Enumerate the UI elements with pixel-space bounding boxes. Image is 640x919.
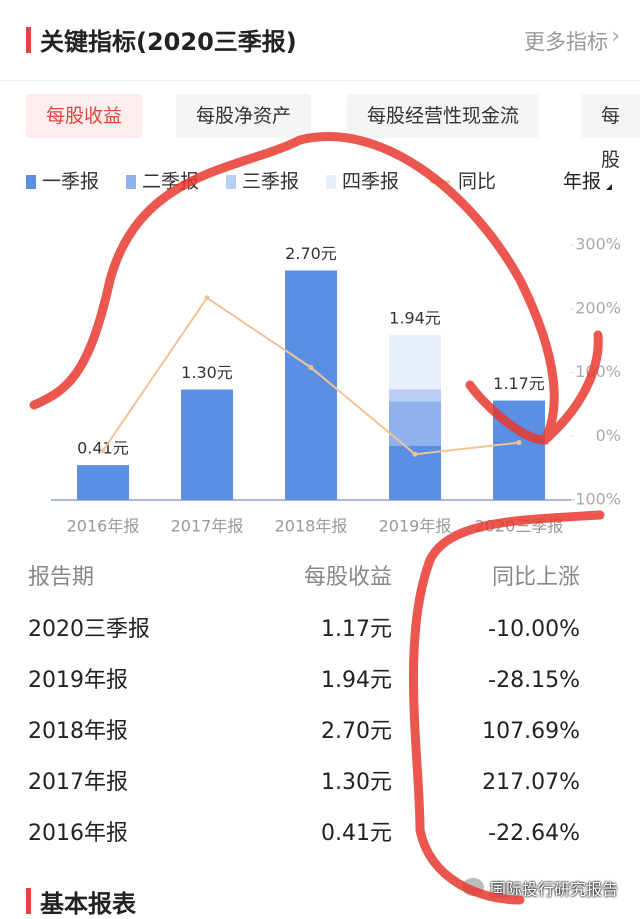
table-cell: -28.15% — [488, 668, 580, 693]
legend-label: 四季报 — [342, 171, 399, 193]
section-title: 基本报表 — [40, 890, 136, 918]
x-tick-label: 2019年报 — [379, 517, 452, 536]
table-cell: 1.94元 — [321, 668, 392, 693]
bar-segment — [389, 335, 441, 390]
tab[interactable]: 每股净资产 — [176, 94, 312, 138]
table-cell: -22.64% — [488, 821, 580, 846]
line-point — [412, 451, 418, 457]
table-cell: 0.41元 — [321, 821, 392, 846]
bar-total-label: 1.17元 — [493, 374, 545, 393]
dropdown-arrow — [606, 184, 612, 190]
table-cell: -10.00% — [488, 617, 580, 642]
x-tick-label: 2018年报 — [275, 517, 348, 536]
table-cell: 1.30元 — [321, 770, 392, 795]
chart: 一季报 二季报 三季报 四季报 同比 年报 -100% 0% 100% 200% 300% 0.41元… — [26, 171, 621, 536]
column-header: 同比上涨 — [491, 565, 580, 590]
column-header: 报告期 — [28, 565, 95, 590]
table-row: 2019年报 1.94元 -28.15% — [0, 661, 640, 701]
period-selector[interactable]: 年报 — [563, 171, 601, 193]
section-marker — [26, 888, 31, 914]
line-point — [308, 365, 314, 371]
x-tick-label: 2020三季报 — [475, 517, 564, 536]
wechat-icon — [462, 878, 484, 896]
bar-segment — [77, 465, 129, 500]
more-link[interactable]: 更多指标 — [524, 30, 608, 54]
bar-total-label: 1.94元 — [389, 309, 441, 328]
tab[interactable]: 每股收益 — [26, 94, 143, 138]
divider — [0, 80, 640, 81]
legend-swatch — [126, 175, 136, 189]
x-tick-label: 2016年报 — [67, 517, 140, 536]
bar-segment — [285, 270, 337, 500]
y2-tick-label: 0% — [596, 426, 621, 445]
table-row: 2016年报 0.41元 -22.64% — [0, 814, 640, 854]
table-cell: 2018年报 — [28, 719, 128, 744]
y2-tick-label: 200% — [575, 298, 621, 317]
y2-tick-label: 300% — [575, 235, 621, 254]
table-cell: 1.17元 — [321, 617, 392, 642]
watermark: 国际投行研究报告 — [490, 880, 619, 899]
bar-segment — [389, 389, 441, 402]
table-header: 报告期 每股收益 同比上涨 — [0, 558, 640, 598]
table-cell: 2020三季报 — [28, 617, 150, 642]
bar-total-label: 1.30元 — [181, 363, 233, 382]
table-cell: 2019年报 — [28, 668, 128, 693]
legend-label: 二季报 — [142, 171, 199, 193]
table-row: 2020三季报 1.17元 -10.00% — [0, 610, 640, 650]
bar-total-label: 0.41元 — [77, 439, 129, 458]
bar-segment — [181, 389, 233, 500]
title-marker — [26, 27, 31, 53]
tab[interactable]: 每股经营性现金流 — [347, 94, 540, 138]
line-point — [204, 295, 210, 301]
table-row: 2017年报 1.30元 217.07% — [0, 763, 640, 803]
bar-segment — [493, 400, 545, 500]
line-point — [100, 448, 106, 454]
bar-total-label: 2.70元 — [285, 244, 337, 263]
legend-swatch — [326, 175, 336, 189]
tab[interactable]: 每股 — [581, 94, 640, 171]
legend-label: 同比 — [458, 171, 496, 193]
table-cell: 217.07% — [482, 770, 580, 795]
y2-tick-label: 100% — [575, 362, 621, 381]
x-tick-label: 2017年报 — [171, 517, 244, 536]
legend-swatch — [226, 175, 236, 189]
legend-label: 一季报 — [42, 171, 99, 193]
table-cell: 2016年报 — [28, 821, 128, 846]
table-cell: 2.70元 — [321, 719, 392, 744]
legend-label: 三季报 — [242, 171, 299, 193]
table-cell: 2017年报 — [28, 770, 128, 795]
chevron: › — [611, 24, 620, 49]
legend-swatch — [26, 175, 36, 189]
header-title: 关键指标(2020三季报) — [40, 28, 297, 56]
y2-tick-label: -100% — [569, 490, 621, 509]
column-header: 每股收益 — [303, 565, 392, 590]
table-cell: 107.69% — [482, 719, 580, 744]
line-point — [516, 440, 522, 446]
table-row: 2018年报 2.70元 107.69% — [0, 712, 640, 752]
